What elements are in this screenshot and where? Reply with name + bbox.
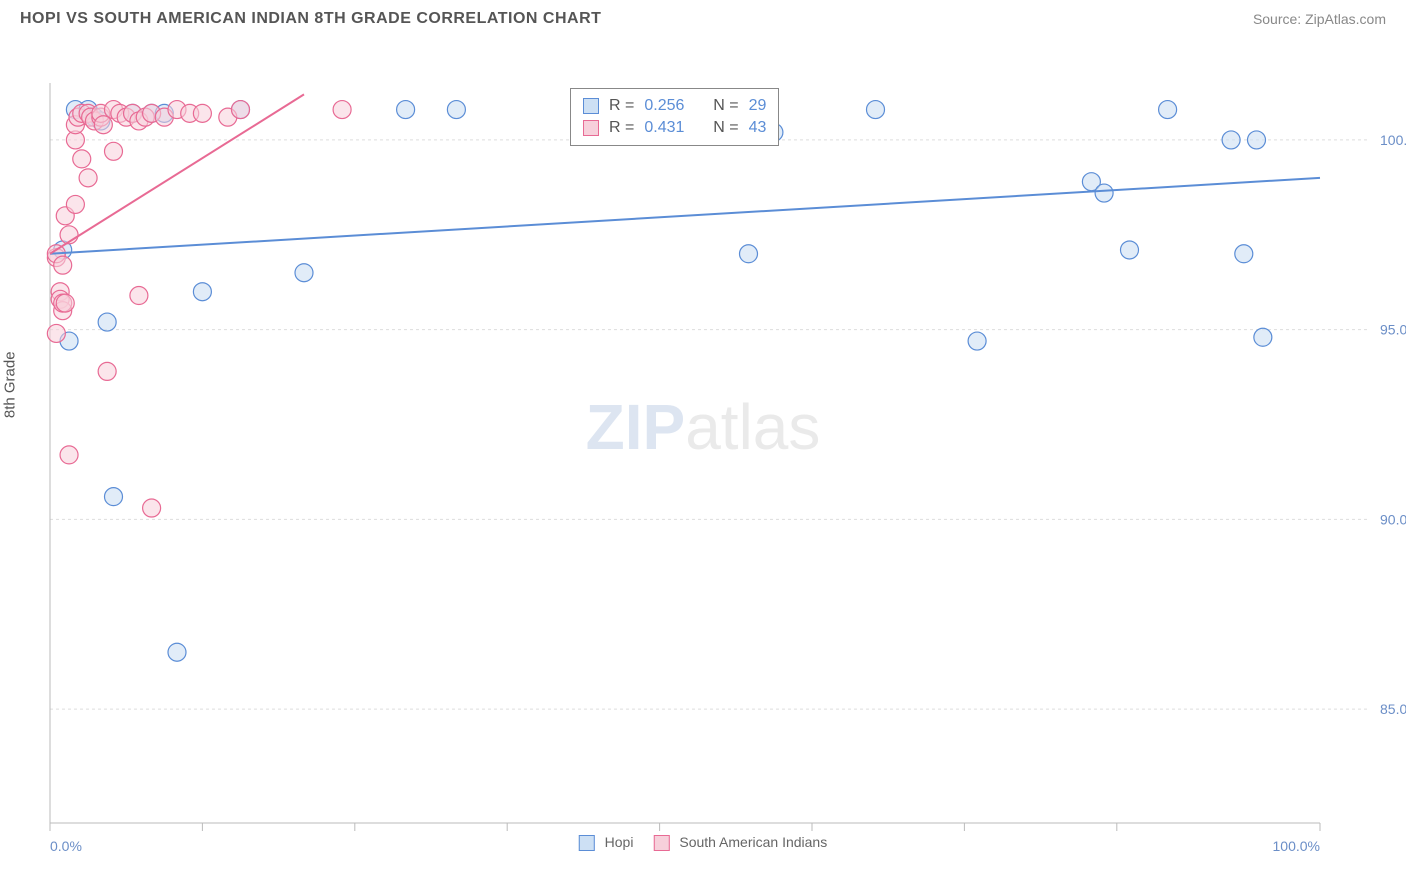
- stats-box: R = 0.256 N = 29 R = 0.431 N = 43: [570, 88, 779, 146]
- source-label: Source: ZipAtlas.com: [1253, 11, 1386, 27]
- stats-swatch-hopi: [583, 98, 599, 114]
- r-value-sai: 0.431: [644, 117, 684, 139]
- stats-row-sai: R = 0.431 N = 43: [583, 117, 766, 139]
- svg-text:85.0%: 85.0%: [1380, 701, 1406, 717]
- svg-text:95.0%: 95.0%: [1380, 322, 1406, 338]
- chart-title: HOPI VS SOUTH AMERICAN INDIAN 8TH GRADE …: [20, 10, 601, 28]
- n-value-hopi: 29: [749, 95, 767, 117]
- legend-label-hopi: Hopi: [605, 834, 634, 850]
- svg-text:100.0%: 100.0%: [1273, 838, 1320, 853]
- legend-item-sai: South American Indians: [653, 834, 827, 851]
- legend: Hopi South American Indians: [579, 834, 827, 851]
- legend-label-sai: South American Indians: [679, 834, 827, 850]
- r-label: R =: [609, 95, 634, 117]
- r-label: R =: [609, 117, 634, 139]
- legend-swatch-sai: [653, 835, 669, 851]
- chart-container: 85.0% 90.0% 95.0% 100.0% 0.0% 100.0% 8th Grad…: [0, 33, 1406, 853]
- n-label: N =: [713, 117, 738, 139]
- n-value-sai: 43: [749, 117, 767, 139]
- svg-text:90.0%: 90.0%: [1380, 511, 1406, 527]
- svg-text:100.0%: 100.0%: [1380, 132, 1406, 148]
- r-value-hopi: 0.256: [644, 95, 684, 117]
- n-label: N =: [713, 95, 738, 117]
- stats-row-hopi: R = 0.256 N = 29: [583, 95, 766, 117]
- legend-swatch-hopi: [579, 835, 595, 851]
- svg-text:0.0%: 0.0%: [50, 838, 82, 853]
- legend-item-hopi: Hopi: [579, 834, 634, 851]
- scatter-chart: 85.0% 90.0% 95.0% 100.0% 0.0% 100.0%: [0, 33, 1406, 853]
- stats-swatch-sai: [583, 120, 599, 136]
- y-axis-label: 8th Grade: [2, 351, 19, 418]
